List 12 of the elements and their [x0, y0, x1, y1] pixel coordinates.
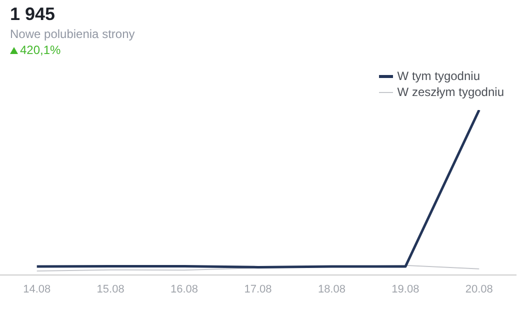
x-tick-label: 16.08 [170, 283, 198, 296]
x-tick-label: 20.08 [465, 283, 493, 296]
x-tick-label: 18.08 [318, 283, 346, 296]
x-tick-label: 19.08 [392, 283, 420, 296]
chart-subtitle: Nowe polubienia strony [10, 27, 135, 41]
text: 420,1% [20, 43, 61, 57]
x-tick-label: 15.08 [96, 283, 124, 296]
legend-label: W zeszłym tygodniu [397, 84, 504, 100]
chart-title: 1 945 [10, 4, 56, 25]
legend-label: W tym tygodniu [397, 68, 480, 84]
x-tick-label: 17.08 [244, 283, 272, 296]
x-tick-label: 14.08 [23, 283, 51, 296]
